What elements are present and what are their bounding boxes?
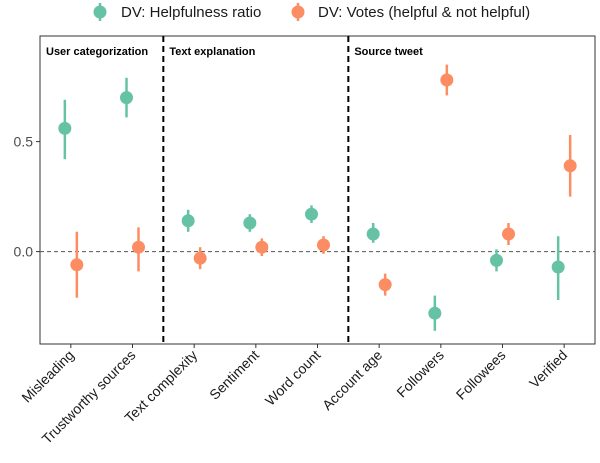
y-tick-label: 0.5 [14,134,34,150]
data-point [366,227,380,241]
data-point [551,260,565,274]
data-point [502,227,515,241]
legend-key-point [291,5,305,19]
group-label: Source tweet [354,46,423,58]
legend-label: DV: Votes (helpful & not helpful) [318,4,530,21]
x-tick-label: Word count [262,347,324,409]
plot-panel [39,35,596,345]
y-tick-label: 0.0 [14,244,34,260]
data-point [243,216,257,230]
data-point [58,121,72,135]
data-point [440,73,454,87]
data-point [378,278,392,292]
group-label: User categorization [46,46,148,58]
data-point [181,214,195,228]
legend-label: DV: Helpfulness ratio [121,4,261,21]
data-point [132,240,145,254]
data-point [255,240,269,254]
data-point [428,306,442,320]
data-marks [58,64,577,331]
data-point [563,159,577,173]
group-dividers: User categorization Text explanation Sourc… [46,36,423,344]
x-tick-label: Verified [526,347,570,391]
x-tick-label: Followers [393,347,447,401]
data-point [305,207,318,221]
data-point [70,258,84,272]
x-tick-label: Sentiment [206,347,262,403]
data-point [120,91,133,105]
group-label: Text explanation [169,46,255,58]
x-tick-label: Account age [319,347,386,414]
x-tick-label: Followees [453,347,509,403]
legend-key-point [93,5,107,19]
data-point [317,238,330,252]
data-point [193,251,207,265]
data-point [490,253,503,267]
x-tick-label: Misleading [18,347,77,406]
legend: DV: Helpfulness ratio DV: Votes (helpful … [93,3,530,21]
